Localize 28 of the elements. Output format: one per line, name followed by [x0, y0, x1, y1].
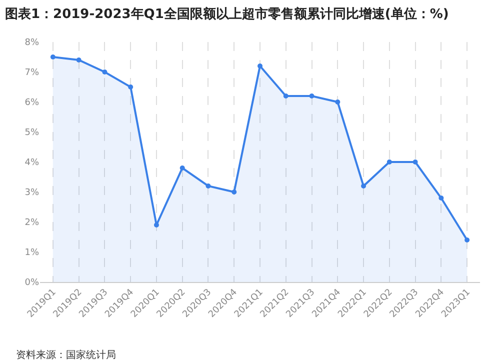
point	[258, 64, 262, 68]
point	[283, 94, 288, 98]
point	[206, 184, 211, 188]
point	[464, 238, 470, 242]
text: 资料来源：国家统计局	[16, 349, 116, 361]
y-tick-label: 8%	[24, 38, 40, 48]
point	[309, 94, 314, 98]
point	[154, 222, 159, 228]
y-tick-label: 4%	[24, 158, 40, 168]
point	[102, 70, 108, 74]
point	[180, 166, 185, 170]
point	[76, 58, 82, 62]
point	[386, 160, 392, 164]
point	[128, 84, 134, 90]
point	[438, 196, 444, 200]
point	[50, 54, 56, 60]
y-tick-label: 3%	[24, 188, 40, 198]
point	[232, 190, 237, 194]
point	[412, 160, 418, 164]
y-tick-label: 1%	[24, 248, 40, 258]
y-tick-label: 0%	[24, 278, 40, 288]
point	[335, 100, 340, 104]
point	[361, 184, 366, 188]
y-tick-label: 2%	[24, 218, 40, 228]
y-tick-label: 6%	[24, 98, 40, 108]
chart-title: 图表1：2019-2023年Q1全国限额以上超市零售额累计同比增速(单位：%)	[5, 6, 449, 22]
y-tick-label: 5%	[24, 128, 40, 138]
y-tick-label: 7%	[24, 68, 40, 78]
